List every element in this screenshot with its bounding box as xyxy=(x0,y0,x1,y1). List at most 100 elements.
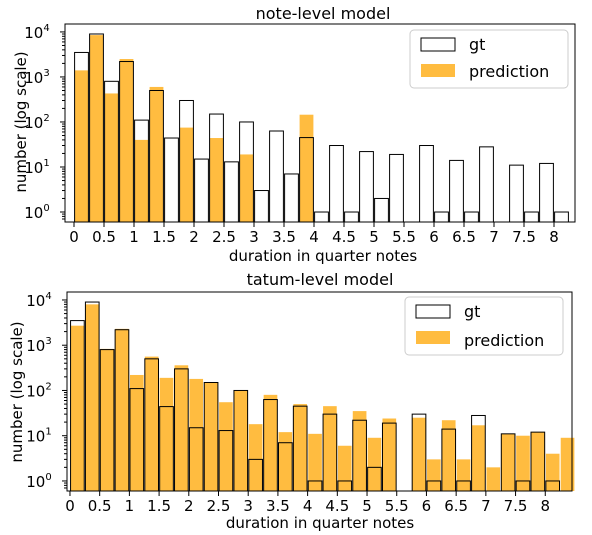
gt-bar xyxy=(434,211,449,223)
x-tick-label: 6.5 xyxy=(444,497,468,515)
x-tick-label: 6 xyxy=(429,228,439,246)
prediction-bar xyxy=(456,459,471,491)
y-axis-ticks: 100 101 102 103 104 xyxy=(26,291,67,491)
x-tick-label: 7.5 xyxy=(504,497,528,515)
prediction-bar xyxy=(149,86,164,222)
x-tick-label: 8 xyxy=(549,228,559,246)
x-tick-label: 0.5 xyxy=(88,497,112,515)
x-tick-label: 2 xyxy=(184,497,194,515)
gt-bar xyxy=(524,211,539,223)
x-axis-label: duration in quarter notes xyxy=(226,514,415,532)
prediction-bar xyxy=(337,445,352,491)
prediction-bar xyxy=(189,378,204,491)
prediction-bar xyxy=(501,433,515,491)
x-tick-label: 6.5 xyxy=(452,228,476,246)
legend-label-prediction: prediction xyxy=(464,331,544,350)
gt-bar xyxy=(269,130,284,223)
prediction-bar xyxy=(441,420,456,491)
y-tick-label: 103 xyxy=(26,336,51,355)
x-tick-label: 2 xyxy=(189,228,199,246)
x-tick-label: 2.5 xyxy=(207,497,231,515)
prediction-bar xyxy=(119,59,134,223)
legend-label-gt: gt xyxy=(469,35,485,54)
x-tick-label: 5 xyxy=(362,497,372,515)
legend: gt prediction xyxy=(404,296,564,356)
prediction-bar xyxy=(204,382,218,491)
y-tick-label: 102 xyxy=(24,113,49,132)
gt-bar xyxy=(194,158,209,223)
gt-bar xyxy=(329,145,344,223)
prediction-bar xyxy=(100,348,114,491)
x-tick-label: 7 xyxy=(489,228,499,246)
x-tick-label: 7.5 xyxy=(512,228,536,246)
prediction-bar xyxy=(278,432,293,491)
prediction-bar xyxy=(129,374,144,491)
y-axis-label: number (log scale) xyxy=(8,321,26,462)
gt-bar xyxy=(224,161,239,223)
gt-bar xyxy=(284,173,299,223)
x-tick-label: 1.5 xyxy=(152,228,176,246)
legend-swatch-prediction xyxy=(421,64,455,77)
x-tick-label: 3.5 xyxy=(272,228,296,246)
prediction-bar xyxy=(545,453,560,491)
prediction-bars xyxy=(74,35,314,223)
prediction-bars xyxy=(70,304,575,491)
prediction-bar xyxy=(486,467,501,491)
y-tick-label: 100 xyxy=(26,472,51,491)
y-axis-ticks: 100 101 102 103 104 xyxy=(24,23,65,222)
prediction-bar xyxy=(89,35,104,222)
prediction-bar xyxy=(352,411,367,491)
prediction-bar xyxy=(134,139,149,222)
x-tick-label: 0 xyxy=(69,228,79,246)
chart-tatum-level: tatum-level model duration in quarter no… xyxy=(8,270,575,532)
x-tick-label: 7 xyxy=(481,497,491,515)
y-axis-label: number (log scale) xyxy=(12,51,30,192)
x-tick-label: 8 xyxy=(540,497,550,515)
x-tick-label: 3 xyxy=(249,228,259,246)
chart-title: note-level model xyxy=(256,4,391,23)
legend-swatch-gt xyxy=(420,37,456,52)
prediction-bar xyxy=(74,70,89,222)
gt-bar xyxy=(359,151,374,223)
x-tick-label: 5.5 xyxy=(385,497,409,515)
x-tick-label: 0 xyxy=(65,497,75,515)
prediction-bar xyxy=(323,406,337,491)
y-tick-label: 104 xyxy=(24,23,49,42)
x-tick-label: 2.5 xyxy=(212,228,236,246)
prediction-bar xyxy=(248,424,263,491)
prediction-bar xyxy=(85,304,100,491)
gt-bar xyxy=(539,162,554,223)
plot-frame xyxy=(66,291,573,492)
y-tick-label: 102 xyxy=(26,381,51,400)
y-tick-label: 101 xyxy=(26,427,51,446)
gt-bar xyxy=(374,197,389,223)
prediction-bar xyxy=(560,437,575,491)
prediction-bar xyxy=(471,425,486,491)
chart-note-level: note-level model duration in quarter not… xyxy=(12,4,576,265)
prediction-bar xyxy=(70,325,85,491)
y-tick-label: 103 xyxy=(24,68,49,87)
x-tick-label: 1 xyxy=(129,228,139,246)
prediction-bar xyxy=(233,390,248,491)
prediction-bar xyxy=(263,394,278,491)
legend-swatch-prediction xyxy=(416,331,450,344)
legend-label-prediction: prediction xyxy=(469,62,549,81)
prediction-bar xyxy=(516,435,530,491)
gt-bar xyxy=(464,211,479,223)
chart-title: tatum-level model xyxy=(247,270,394,289)
prediction-bar xyxy=(412,417,426,491)
prediction-bar xyxy=(115,328,129,491)
gt-bar xyxy=(164,137,179,223)
prediction-bar xyxy=(299,114,314,222)
x-tick-label: 5.5 xyxy=(392,228,416,246)
prediction-bar xyxy=(179,127,194,222)
gt-bar xyxy=(479,146,494,223)
gt-bar xyxy=(314,211,329,223)
x-tick-label: 5 xyxy=(369,228,379,246)
x-tick-label: 1 xyxy=(125,497,135,515)
prediction-bar xyxy=(104,93,119,223)
y-tick-label: 104 xyxy=(26,291,51,310)
gt-bar xyxy=(554,211,569,223)
x-axis-ticks: 0 0.5 1 1.5 2 2.5 3 3.5 4 4.5 5 5.5 6 6.5 7 7.5 8 xyxy=(69,222,559,246)
